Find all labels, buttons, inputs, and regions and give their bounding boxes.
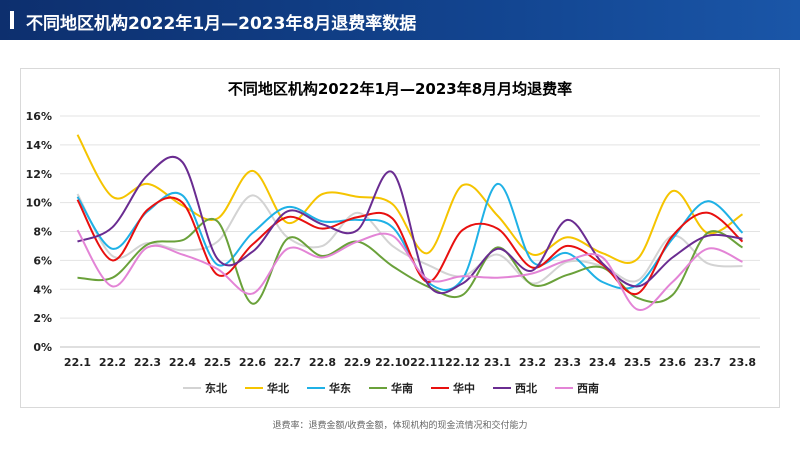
x-tick-label: 22.7 <box>274 356 301 369</box>
y-tick-label: 10% <box>26 197 52 210</box>
x-tick-label: 23.7 <box>694 356 721 369</box>
series-line-5 <box>77 155 743 295</box>
x-tick-label: 23.5 <box>624 356 651 369</box>
x-tick-label: 22.11 <box>410 356 445 369</box>
legend-label: 西南 <box>577 381 599 395</box>
x-tick-label: 22.9 <box>344 356 371 369</box>
x-tick-label: 22.10 <box>375 356 410 369</box>
x-tick-label: 22.5 <box>204 356 231 369</box>
x-tick-label: 23.3 <box>554 356 581 369</box>
legend-label: 华东 <box>329 381 351 395</box>
footnote: 退费率：退费金额/收费金额，体现机构的现金流情况和交付能力 <box>272 421 528 431</box>
x-tick-label: 23.6 <box>659 356 686 369</box>
x-tick-label: 23.8 <box>729 356 756 369</box>
y-tick-label: 8% <box>33 226 52 239</box>
x-tick-label: 22.3 <box>134 356 161 369</box>
legend-label: 东北 <box>205 381 227 395</box>
y-tick-label: 12% <box>26 168 52 181</box>
page-title: 不同地区机构2022年1月—2023年8月退费率数据 <box>26 14 417 34</box>
y-tick-label: 16% <box>26 110 52 123</box>
y-tick-label: 6% <box>33 254 52 267</box>
y-tick-label: 2% <box>33 312 52 325</box>
legend-label: 华中 <box>453 381 475 395</box>
header-banner: 不同地区机构2022年1月—2023年8月退费率数据 <box>0 0 800 40</box>
legend-label: 华北 <box>267 381 289 395</box>
y-tick-label: 14% <box>26 139 52 152</box>
x-tick-label: 22.8 <box>309 356 336 369</box>
x-tick-label: 23.4 <box>589 356 616 369</box>
series-line-3 <box>77 218 744 305</box>
legend-label: 西北 <box>515 381 537 395</box>
x-tick-label: 22.12 <box>445 356 480 369</box>
x-tick-label: 22.2 <box>99 356 126 369</box>
x-tick-label: 23.1 <box>484 356 511 369</box>
y-tick-label: 0% <box>33 341 52 354</box>
y-tick-label: 4% <box>33 283 52 296</box>
x-tick-label: 22.1 <box>64 356 91 369</box>
series-line-6 <box>76 229 743 311</box>
chart-title: 不同地区机构2022年1月—2023年8月月均退费率 <box>227 80 573 98</box>
x-tick-label: 23.2 <box>519 356 546 369</box>
series-line-0 <box>76 193 743 285</box>
x-tick-label: 22.4 <box>169 356 196 369</box>
legend-label: 华南 <box>391 381 413 395</box>
x-tick-label: 22.6 <box>239 356 266 369</box>
header-accent-bar <box>10 11 14 29</box>
series-line-4 <box>76 196 744 296</box>
